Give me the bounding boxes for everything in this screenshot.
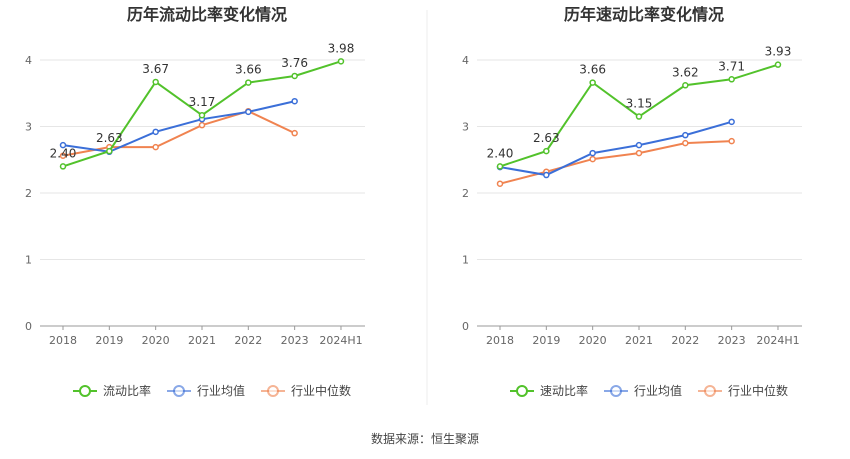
data-point (728, 137, 735, 145)
data-point (635, 141, 643, 149)
series-line (499, 120, 732, 177)
x-tick-label: 2022 (671, 334, 699, 347)
data-point (543, 147, 550, 155)
legend-label: 行业中位数 (728, 383, 788, 398)
x-tick-label: 2019 (95, 334, 123, 347)
data-point (635, 113, 643, 120)
data-label: 3.98 (328, 41, 355, 55)
data-label: 3.67 (142, 62, 169, 76)
series-line (62, 110, 296, 157)
x-tick-label: 2018 (49, 334, 77, 347)
x-tick-label: 2023 (281, 334, 309, 347)
data-point (589, 79, 596, 86)
legend-marker (267, 385, 279, 397)
x-tick-label: 2021 (188, 334, 216, 347)
data-point (682, 82, 689, 89)
x-tick-label: 2019 (532, 334, 560, 347)
data-label: 3.71 (718, 59, 745, 73)
data-point (728, 118, 735, 126)
data-point (496, 180, 504, 187)
data-label: 3.66 (579, 63, 606, 77)
data-label: 2.63 (533, 131, 560, 145)
x-tick-label: 2020 (579, 334, 607, 347)
legend-marker (516, 385, 528, 397)
data-label: 3.15 (626, 97, 653, 111)
data-point (59, 152, 67, 160)
y-tick-label: 2 (25, 187, 32, 200)
chart-title: 历年速动比率变化情况 (564, 5, 724, 24)
x-tick-label: 2020 (142, 334, 170, 347)
data-point (291, 97, 298, 105)
data-point (291, 129, 298, 137)
data-label: 3.93 (765, 45, 792, 59)
legend-label: 行业均值 (197, 383, 245, 398)
y-tick-label: 4 (462, 54, 469, 67)
data-point (682, 131, 689, 139)
data-point (635, 149, 643, 157)
data-point (152, 128, 159, 136)
data-point (152, 143, 159, 151)
legend-label: 行业均值 (634, 383, 682, 398)
data-point (589, 155, 596, 163)
data-point (682, 139, 689, 147)
legend-label: 流动比率 (103, 383, 151, 398)
y-tick-label: 0 (462, 320, 469, 333)
data-label: 3.66 (235, 63, 262, 77)
y-tick-label: 0 (25, 320, 32, 333)
data-point (774, 61, 782, 68)
legend-marker (79, 385, 91, 397)
y-tick-label: 3 (462, 121, 469, 134)
data-point (245, 79, 252, 86)
data-point (152, 78, 159, 86)
x-tick-label: 2024H1 (319, 334, 362, 347)
legend-label: 行业中位数 (291, 383, 351, 398)
data-point (59, 163, 67, 170)
y-tick-label: 2 (462, 187, 469, 200)
data-label: 2.40 (487, 146, 514, 160)
y-tick-label: 4 (25, 54, 32, 67)
data-point (106, 147, 113, 155)
x-tick-label: 2024H1 (756, 334, 799, 347)
data-label: 2.40 (50, 146, 77, 160)
legend-marker (173, 385, 185, 397)
x-tick-label: 2023 (718, 334, 746, 347)
y-tick-label: 3 (25, 121, 32, 134)
data-point (589, 149, 596, 157)
data-point (198, 111, 206, 119)
data-point (496, 163, 504, 170)
data-point (543, 171, 550, 179)
legend-marker (704, 385, 716, 397)
data-label: 3.17 (189, 95, 216, 109)
series-line (499, 140, 732, 185)
x-tick-label: 2018 (486, 334, 514, 347)
data-label: 3.76 (281, 56, 308, 70)
y-tick-label: 1 (462, 254, 469, 267)
data-point (198, 121, 206, 129)
x-tick-label: 2022 (234, 334, 262, 347)
data-label: 3.62 (672, 65, 699, 79)
legend-marker (610, 385, 622, 397)
data-point (728, 76, 735, 83)
chart-title: 历年流动比率变化情况 (127, 5, 287, 24)
data-point (291, 72, 298, 80)
data-point (59, 141, 67, 149)
legend-label: 速动比率 (540, 383, 588, 398)
x-tick-label: 2021 (625, 334, 653, 347)
data-label: 2.63 (96, 131, 123, 145)
data-point (245, 108, 252, 116)
series-line (62, 100, 295, 153)
data-point (337, 58, 345, 65)
source-note: 数据来源：恒生聚源 (370, 432, 479, 446)
y-tick-label: 1 (25, 254, 32, 267)
